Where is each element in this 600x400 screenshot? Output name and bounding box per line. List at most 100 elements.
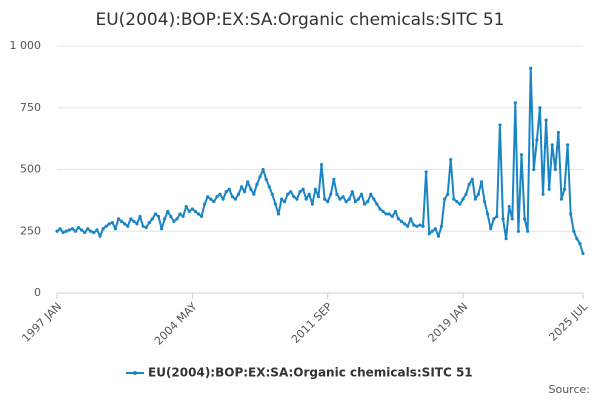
y-tick-label: 500 <box>20 163 41 176</box>
point <box>507 204 511 209</box>
point <box>464 192 468 196</box>
y-tick-label: 1 000 <box>10 39 42 52</box>
point <box>455 200 459 204</box>
point <box>332 177 336 181</box>
point <box>239 185 244 189</box>
point <box>442 197 447 201</box>
point <box>89 229 93 233</box>
point <box>166 209 170 214</box>
point <box>276 212 281 216</box>
point <box>304 197 308 201</box>
point <box>212 200 216 204</box>
point <box>123 222 127 226</box>
point <box>73 229 78 233</box>
point <box>283 200 287 204</box>
point <box>116 217 121 221</box>
point <box>107 222 111 226</box>
point <box>378 207 382 211</box>
point <box>224 190 228 194</box>
point <box>393 209 397 214</box>
point <box>510 217 514 221</box>
point <box>313 187 317 191</box>
point <box>258 175 262 179</box>
point <box>575 237 579 241</box>
point <box>335 192 339 196</box>
point <box>562 187 567 191</box>
point <box>227 187 231 191</box>
point <box>86 227 90 231</box>
point <box>209 197 213 201</box>
point <box>113 227 118 231</box>
point <box>289 190 293 194</box>
point <box>326 200 330 204</box>
point <box>399 219 404 223</box>
point <box>252 192 256 196</box>
point <box>184 204 188 209</box>
point <box>196 212 201 216</box>
point <box>559 197 564 201</box>
point <box>436 234 441 238</box>
point <box>292 195 296 199</box>
point <box>83 230 87 235</box>
point <box>193 209 198 214</box>
point <box>541 192 545 196</box>
point <box>513 101 517 105</box>
legend-marker <box>133 371 137 375</box>
point <box>427 232 431 236</box>
point <box>402 222 407 226</box>
point <box>338 197 342 201</box>
point <box>230 195 234 199</box>
point <box>347 197 351 201</box>
point <box>295 197 299 201</box>
point <box>479 180 484 184</box>
point <box>501 217 505 221</box>
point <box>144 225 148 230</box>
point <box>150 217 154 221</box>
point <box>169 214 173 219</box>
y-tick-label: 0 <box>34 286 41 299</box>
point <box>233 197 238 201</box>
point <box>516 229 521 233</box>
point <box>535 138 539 142</box>
point <box>529 66 533 70</box>
point <box>467 182 471 186</box>
series-line <box>56 67 584 254</box>
point <box>359 192 364 196</box>
point <box>58 227 62 231</box>
point <box>215 195 219 199</box>
legend-label: EU(2004):BOP:EX:SA:Organic chemicals:SIT… <box>148 366 473 380</box>
point <box>270 192 274 196</box>
point <box>156 214 161 219</box>
point <box>153 212 158 216</box>
point <box>175 217 179 221</box>
point <box>433 227 437 231</box>
point <box>236 192 241 196</box>
point <box>301 187 305 191</box>
point <box>366 200 370 204</box>
point <box>138 214 142 219</box>
point <box>310 202 314 206</box>
point <box>553 167 557 172</box>
point <box>190 207 194 211</box>
point <box>353 200 357 204</box>
point <box>64 229 68 233</box>
point <box>95 228 99 232</box>
point <box>286 192 290 196</box>
point <box>406 224 410 228</box>
point <box>356 197 361 201</box>
point <box>439 224 444 228</box>
point <box>489 227 493 231</box>
point <box>482 200 487 204</box>
point <box>418 223 422 227</box>
point <box>55 229 59 233</box>
point <box>110 221 114 225</box>
point <box>264 177 268 181</box>
point <box>409 217 413 221</box>
point <box>566 143 570 147</box>
point <box>126 224 130 228</box>
point <box>446 192 450 196</box>
point <box>461 197 465 201</box>
point <box>569 212 573 216</box>
point <box>556 130 560 135</box>
